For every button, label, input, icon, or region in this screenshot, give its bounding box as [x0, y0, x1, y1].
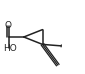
Text: O: O [5, 21, 12, 30]
Text: HO: HO [3, 44, 17, 53]
